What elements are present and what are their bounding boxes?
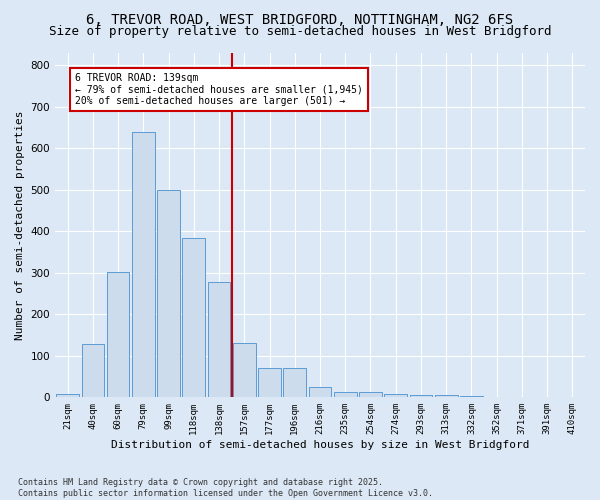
Text: Contains HM Land Registry data © Crown copyright and database right 2025.
Contai: Contains HM Land Registry data © Crown c… [18,478,433,498]
Bar [283,368,306,398]
Bar [107,272,130,398]
Bar [82,344,104,398]
Bar [208,282,230,398]
Bar [410,396,433,398]
Bar [132,132,155,398]
X-axis label: Distribution of semi-detached houses by size in West Bridgford: Distribution of semi-detached houses by … [111,440,529,450]
Bar [258,368,281,398]
Bar [359,392,382,398]
Bar [182,238,205,398]
Y-axis label: Number of semi-detached properties: Number of semi-detached properties [15,110,25,340]
Bar [334,392,356,398]
Text: 6 TREVOR ROAD: 139sqm
← 79% of semi-detached houses are smaller (1,945)
20% of s: 6 TREVOR ROAD: 139sqm ← 79% of semi-deta… [75,74,363,106]
Bar [460,396,483,398]
Bar [435,396,458,398]
Bar [233,344,256,398]
Bar [157,190,180,398]
Bar [308,387,331,398]
Text: Size of property relative to semi-detached houses in West Bridgford: Size of property relative to semi-detach… [49,25,551,38]
Bar [56,394,79,398]
Bar [385,394,407,398]
Text: 6, TREVOR ROAD, WEST BRIDGFORD, NOTTINGHAM, NG2 6FS: 6, TREVOR ROAD, WEST BRIDGFORD, NOTTINGH… [86,12,514,26]
